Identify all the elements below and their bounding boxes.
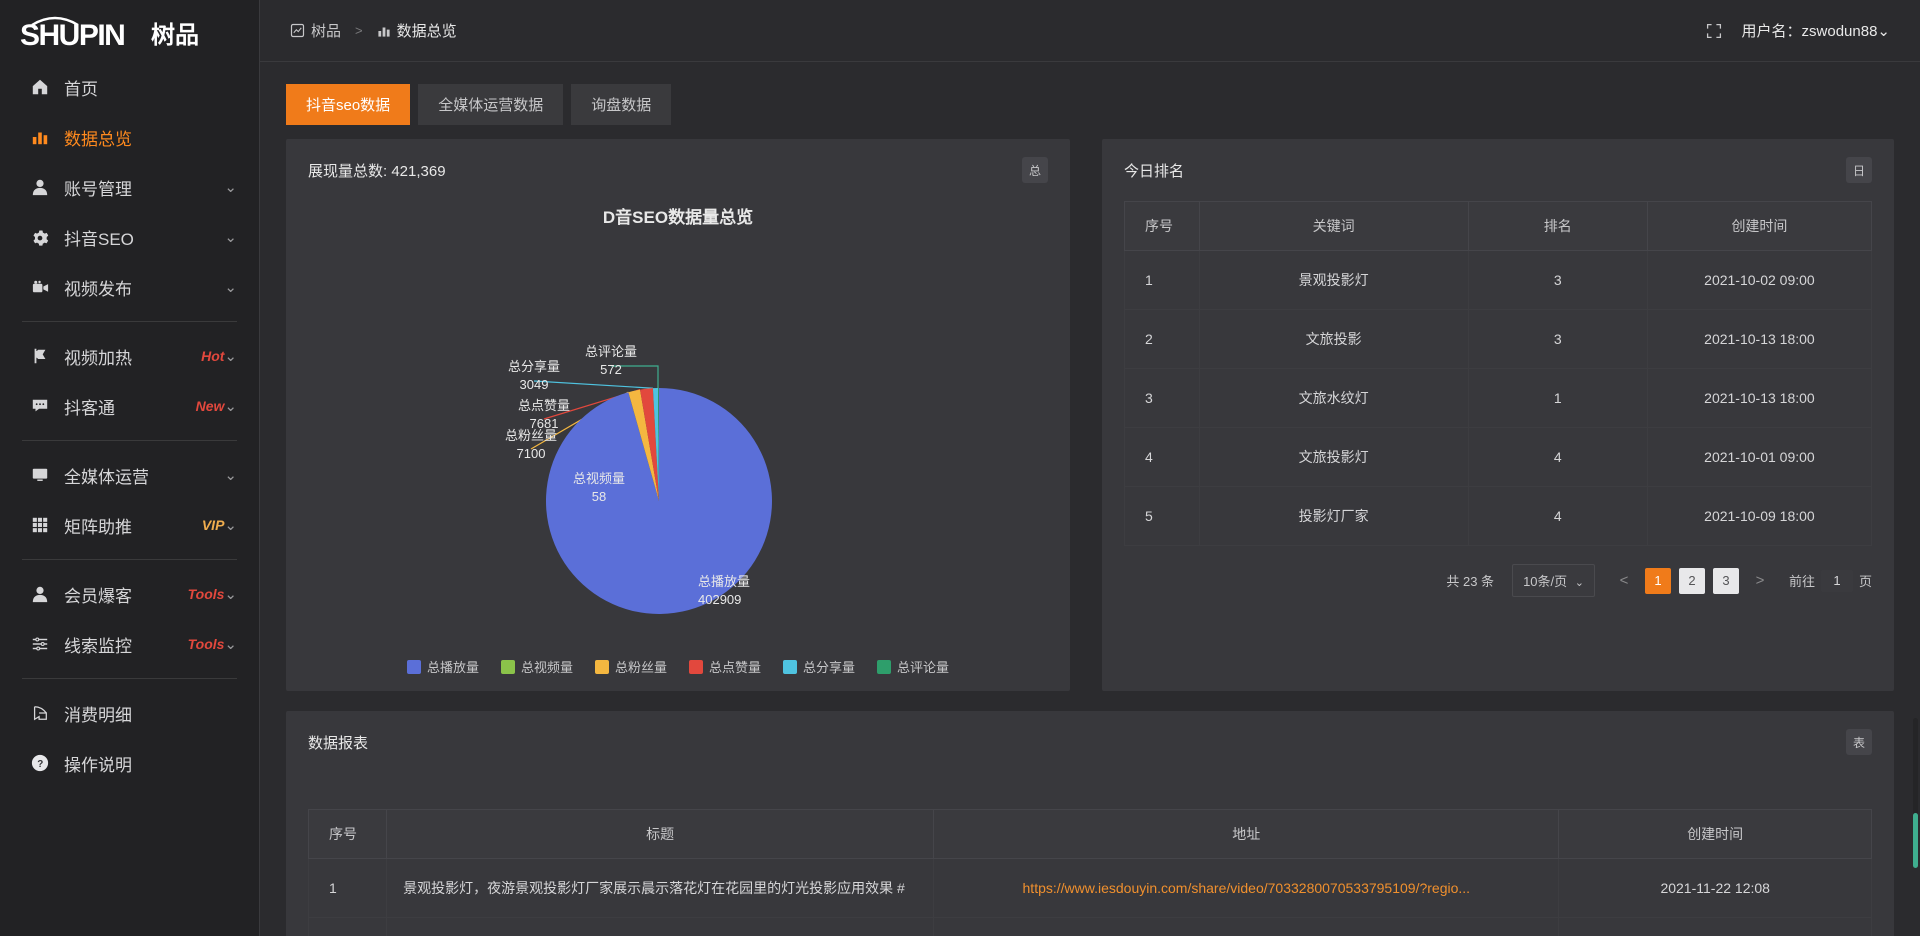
svg-text:总视频量: 总视频量 [573,471,625,486]
svg-text:总点赞量: 总点赞量 [518,398,570,413]
svg-text:总评论量: 总评论量 [585,344,637,359]
svg-text:总粉丝量: 总粉丝量 [505,428,557,443]
svg-text:3049: 3049 [520,377,549,392]
svg-text:总分享量: 总分享量 [508,359,560,374]
svg-text:总播放量: 总播放量 [698,574,750,589]
svg-text:402909: 402909 [698,592,741,607]
svg-text:58: 58 [592,489,606,504]
svg-text:?: ? [37,759,43,770]
svg-text:树品: 树品 [151,22,199,48]
svg-text:7100: 7100 [517,446,546,461]
svg-text:SHUPIN: SHUPIN [20,19,124,48]
svg-text:572: 572 [600,362,622,377]
